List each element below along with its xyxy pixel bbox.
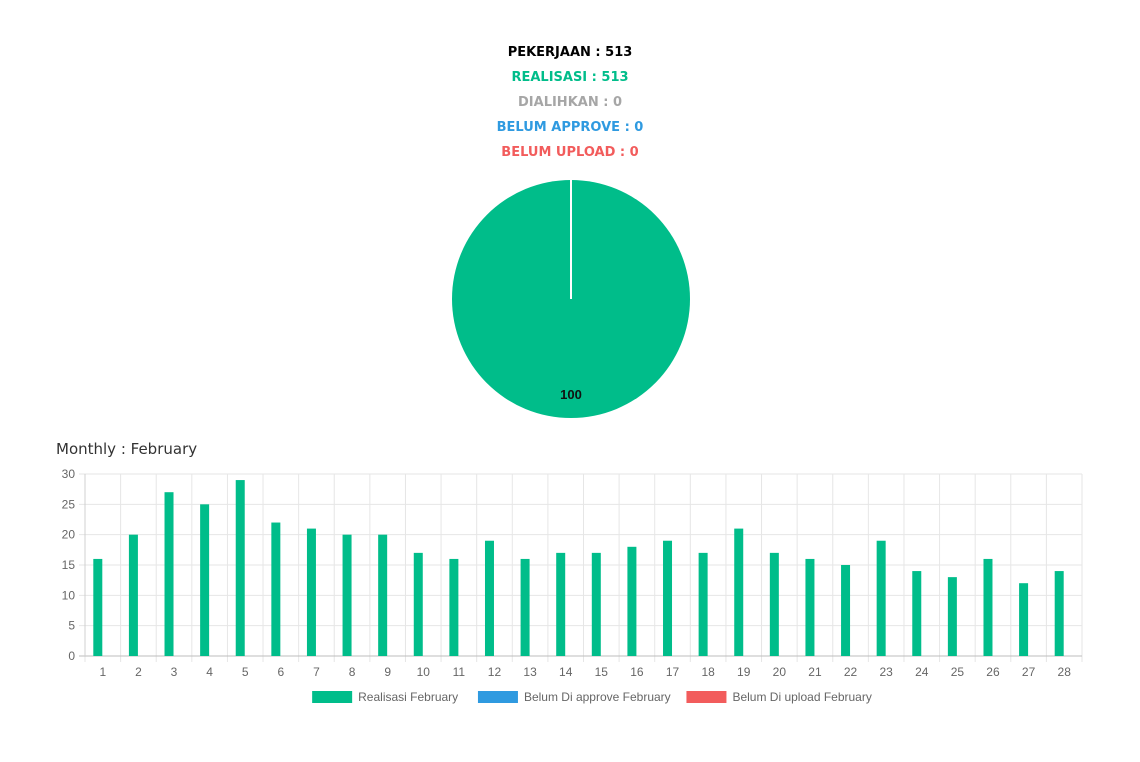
bar[interactable] <box>663 540 673 656</box>
bar[interactable] <box>769 552 779 656</box>
x-tick-label: 5 <box>242 665 249 679</box>
bar[interactable] <box>484 540 494 656</box>
x-tick-label: 27 <box>1022 665 1036 679</box>
bar[interactable] <box>235 480 245 656</box>
y-tick-label: 30 <box>62 467 76 481</box>
bar[interactable] <box>342 534 352 656</box>
legend-swatch[interactable] <box>312 691 353 703</box>
bar[interactable] <box>734 528 744 656</box>
bar[interactable] <box>591 552 601 656</box>
legend-swatch[interactable] <box>477 691 518 703</box>
y-tick-label: 0 <box>68 649 75 663</box>
bar[interactable] <box>805 558 815 656</box>
pekerjaan-text: PEKERJAAN : 513 <box>507 45 633 60</box>
x-tick-label: 16 <box>630 665 644 679</box>
bar[interactable] <box>271 522 281 656</box>
y-tick-label: 5 <box>68 619 75 633</box>
x-tick-label: 17 <box>666 665 680 679</box>
y-tick-label: 25 <box>62 497 76 511</box>
pie-data-label: 100 <box>560 387 582 402</box>
x-tick-label: 12 <box>488 665 502 679</box>
bar[interactable] <box>627 546 637 656</box>
x-tick-label: 25 <box>951 665 965 679</box>
belum-upload-text: BELUM UPLOAD : 0 <box>501 145 639 160</box>
x-tick-label: 28 <box>1058 665 1072 679</box>
x-tick-label: 13 <box>523 665 537 679</box>
x-tick-label: 24 <box>915 665 929 679</box>
bar[interactable] <box>947 577 957 656</box>
legend-label[interactable]: Realisasi February <box>358 690 458 704</box>
x-tick-label: 2 <box>135 665 142 679</box>
bar[interactable] <box>93 558 103 656</box>
monthly-title: Monthly : February <box>56 440 198 458</box>
x-tick-label: 15 <box>595 665 609 679</box>
realisasi-text: REALISASI : 513 <box>511 70 629 85</box>
legend-label[interactable]: Belum Di upload February <box>732 690 871 704</box>
dialihkan-text: DIALIHKAN : 0 <box>518 95 622 110</box>
bar[interactable] <box>698 552 708 656</box>
bar[interactable] <box>1054 571 1064 656</box>
bar[interactable] <box>413 552 423 656</box>
bar[interactable] <box>841 565 851 656</box>
y-tick-label: 10 <box>62 588 76 602</box>
x-tick-label: 14 <box>559 665 573 679</box>
x-tick-label: 8 <box>349 665 356 679</box>
y-tick-label: 20 <box>62 528 76 542</box>
x-tick-label: 7 <box>313 665 320 679</box>
x-tick-label: 22 <box>844 665 858 679</box>
x-tick-label: 19 <box>737 665 751 679</box>
x-tick-label: 26 <box>986 665 1000 679</box>
x-tick-label: 18 <box>701 665 715 679</box>
bar[interactable] <box>449 558 459 656</box>
bar[interactable] <box>876 540 886 656</box>
x-tick-label: 3 <box>171 665 178 679</box>
x-tick-label: 1 <box>99 665 106 679</box>
bar[interactable] <box>983 558 993 656</box>
pekerjaan-line: PEKERJAAN : 513 <box>0 40 1140 65</box>
bar[interactable] <box>128 534 138 656</box>
x-tick-label: 21 <box>808 665 822 679</box>
x-tick-label: 6 <box>277 665 284 679</box>
legend-label[interactable]: Belum Di approve February <box>524 690 671 704</box>
legend-swatch[interactable] <box>686 691 727 703</box>
bar[interactable] <box>912 571 922 656</box>
dialihkan-line: DIALIHKAN : 0 <box>0 90 1140 115</box>
x-tick-label: 9 <box>384 665 391 679</box>
bar[interactable] <box>556 552 566 656</box>
bar[interactable] <box>306 528 316 656</box>
belum-approve-line: BELUM APPROVE : 0 <box>0 115 1140 140</box>
x-tick-label: 23 <box>879 665 893 679</box>
bar[interactable] <box>200 504 210 656</box>
x-tick-label: 4 <box>206 665 213 679</box>
realisasi-line: REALISASI : 513 <box>0 65 1140 90</box>
y-tick-label: 15 <box>62 558 76 572</box>
x-tick-label: 20 <box>773 665 787 679</box>
bar[interactable] <box>164 492 174 656</box>
belum-upload-line: BELUM UPLOAD : 0 <box>0 140 1140 165</box>
bar[interactable] <box>520 558 530 656</box>
summary-block: PEKERJAAN : 513 REALISASI : 513 DIALIHKA… <box>0 40 1140 165</box>
belum-approve-text: BELUM APPROVE : 0 <box>496 120 644 135</box>
x-tick-label: 11 <box>453 665 466 679</box>
bar[interactable] <box>1019 583 1029 656</box>
bar[interactable] <box>378 534 388 656</box>
x-tick-label: 10 <box>417 665 431 679</box>
pie-chart: 100 <box>452 180 690 418</box>
